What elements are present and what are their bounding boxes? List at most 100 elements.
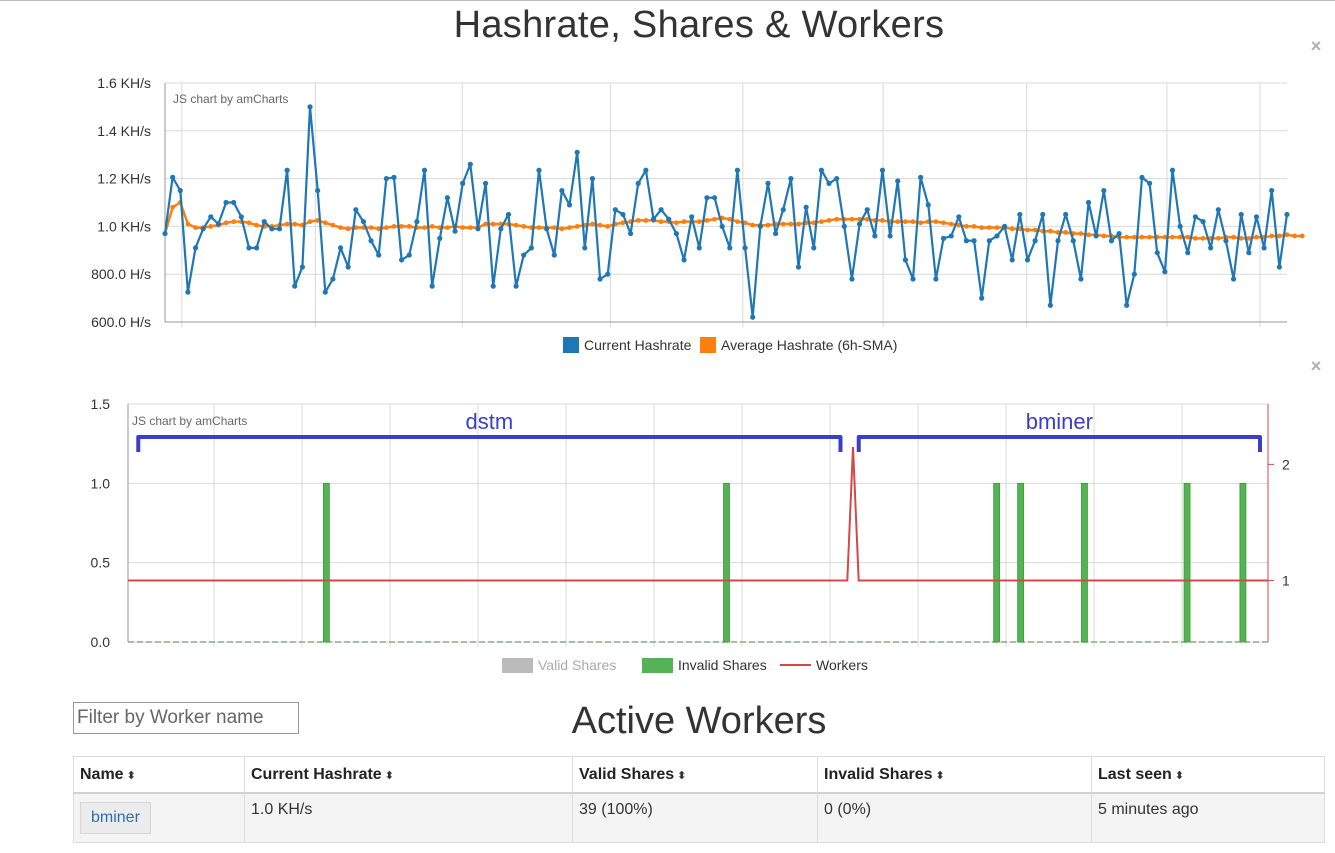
legend-swatch [563, 337, 579, 353]
current-hashrate-point [1147, 180, 1153, 186]
current-hashrate-point [589, 176, 596, 182]
current-hashrate-point [429, 283, 435, 289]
average-hashrate-point [696, 219, 702, 225]
average-hashrate-point [1215, 235, 1221, 241]
column-header-name[interactable]: Name ⬍ [73, 756, 245, 794]
current-hashrate-point [376, 252, 382, 258]
average-hashrate-point [338, 225, 343, 230]
legend-label: Valid Shares [538, 657, 616, 673]
hashrate-chart: 1.6 KH/s 1.4 KH/s 1.2 KH/s 1.0 KH/s 800.0 H/… [91, 75, 1305, 353]
average-hashrate-point [330, 222, 336, 228]
current-hashrate-point [200, 226, 206, 232]
average-hashrate-point [536, 225, 542, 230]
current-hashrate-line [163, 105, 1289, 319]
y-tick-label: 1.5 [91, 396, 111, 412]
current-hashrate-point [1116, 230, 1122, 237]
column-header-hashrate[interactable]: Current Hashrate ⬍ [244, 756, 573, 794]
current-hashrate-point [1108, 238, 1115, 244]
current-hashrate-point [1253, 214, 1260, 220]
workers-line [128, 446, 1268, 582]
current-hashrate-point [505, 211, 512, 218]
current-hashrate-point [979, 295, 985, 301]
current-hashrate-point [856, 221, 863, 227]
current-hashrate-point [696, 245, 702, 251]
annotation-label: dstm [466, 409, 514, 434]
worker-valid-shares-cell: 39 (100%) [572, 792, 818, 843]
current-hashrate-point [444, 195, 451, 201]
current-hashrate-point [940, 235, 947, 241]
current-hashrate-point [1024, 257, 1031, 263]
current-hashrate-point [521, 252, 527, 258]
current-hashrate-point [956, 214, 962, 220]
legend-label: Average Hashrate (6h-SMA) [721, 337, 897, 353]
shares-workers-chart: 1.5 1.0 0.5 0.0 2 1 JS chart by amCharts dstm bm… [91, 396, 1290, 673]
current-hashrate-point [711, 195, 718, 201]
current-hashrate-point [1047, 302, 1053, 308]
average-hashrate-point [551, 225, 557, 230]
current-hashrate-point [925, 202, 931, 208]
average-hashrate-point [322, 220, 328, 226]
average-hashrate-point [780, 221, 786, 227]
current-hashrate-point [460, 180, 466, 186]
current-hashrate-point [559, 187, 565, 194]
workers-table: Name ⬍ Current Hashrate ⬍ Valid Shares ⬍ In… [73, 756, 1325, 843]
column-header-valid-shares[interactable]: Valid Shares ⬍ [572, 756, 818, 794]
average-hashrate-point [994, 225, 1000, 230]
current-hashrate-point [1055, 238, 1061, 244]
current-hashrate-point [498, 226, 504, 232]
average-hashrate-point [712, 216, 717, 222]
invalid-shares-bar [1183, 482, 1191, 643]
current-hashrate-point [330, 276, 336, 282]
chart-credit: JS chart by amCharts [132, 414, 247, 428]
average-hashrate-point [307, 219, 313, 225]
current-hashrate-point [513, 283, 519, 289]
current-hashrate-point [1001, 223, 1008, 229]
current-hashrate-point [826, 180, 832, 186]
average-hashrate-point [1162, 234, 1168, 240]
average-hashrate-point [605, 224, 611, 229]
table-row: bminer 1.0 KH/s 39 (100%) 0 (0%) 5 minut… [73, 792, 1325, 843]
y-tick-label: 1.2 KH/s [97, 171, 151, 187]
column-header-invalid-shares[interactable]: Invalid Shares ⬍ [817, 756, 1092, 794]
current-hashrate-point [399, 257, 405, 263]
current-hashrate-point [1078, 276, 1084, 282]
current-hashrate-point [269, 226, 275, 232]
current-hashrate-point [162, 230, 168, 237]
current-hashrate-point [1169, 167, 1176, 173]
average-hashrate-point [948, 221, 954, 227]
current-hashrate-point [780, 207, 786, 213]
current-hashrate-point [1032, 238, 1038, 244]
top-border-line [0, 0, 1335, 1]
average-hashrate-point [941, 220, 946, 226]
current-hashrate-point [719, 223, 725, 229]
current-hashrate-point [742, 245, 748, 251]
current-hashrate-point [765, 180, 771, 186]
average-hashrate-point [208, 224, 214, 229]
current-hashrate-point [536, 167, 542, 173]
current-hashrate-point [643, 167, 649, 173]
worker-filter-input[interactable] [73, 702, 299, 734]
current-hashrate-point [673, 230, 679, 237]
current-hashrate-point [1085, 199, 1092, 206]
average-hashrate-point [185, 221, 191, 227]
close-hashrate-chart-icon[interactable]: × [1310, 36, 1322, 56]
average-hashrate-point [658, 219, 664, 225]
current-hashrate-point [948, 233, 954, 239]
average-hashrate-point [895, 219, 901, 225]
current-hashrate-point [253, 245, 260, 251]
column-header-last-seen[interactable]: Last seen ⬍ [1091, 756, 1325, 794]
average-hashrate-point [727, 216, 733, 222]
average-hashrate-point [1284, 232, 1290, 238]
current-hashrate-point [353, 207, 359, 213]
average-hashrate-point [735, 219, 740, 225]
worker-invalid-shares-cell: 0 (0%) [817, 792, 1092, 843]
close-shares-chart-icon[interactable]: × [1310, 356, 1322, 376]
current-hashrate-point [986, 238, 992, 244]
current-hashrate-point [620, 211, 626, 218]
average-hashrate-point [834, 216, 840, 222]
current-hashrate-point [414, 219, 420, 225]
worker-name-button[interactable]: bminer [80, 802, 151, 834]
y2-tick-label: 1 [1282, 572, 1290, 588]
current-hashrate-point [689, 214, 695, 220]
sort-icon: ⬍ [384, 770, 394, 782]
